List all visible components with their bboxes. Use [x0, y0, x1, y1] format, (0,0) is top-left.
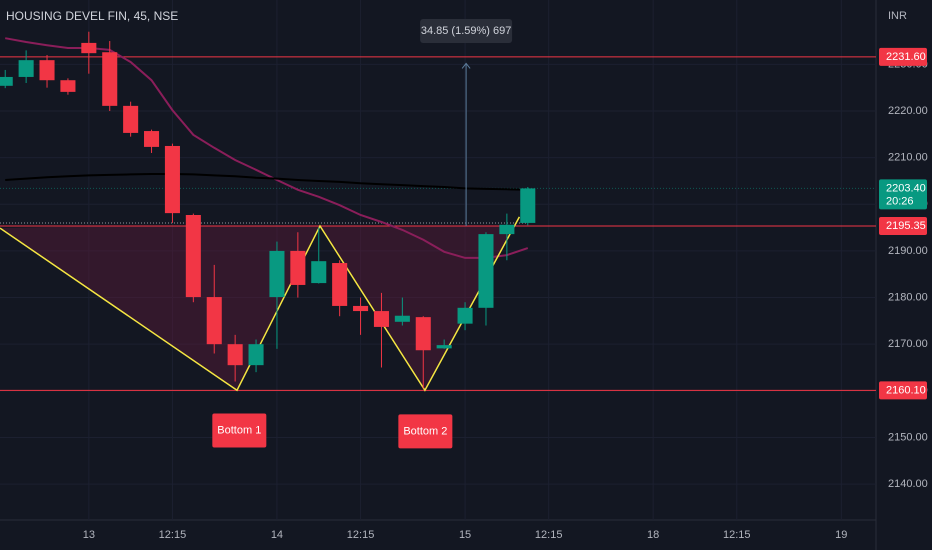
pattern-line: [0, 216, 521, 392]
y-tick-label: 2180.00: [888, 291, 928, 303]
candle-body: [185, 214, 201, 298]
measure-label: 34.85 (1.59%) 697: [421, 25, 512, 37]
x-tick-label: 19: [835, 529, 847, 541]
x-tick-label: 12:15: [535, 529, 563, 541]
annotation-box: [212, 413, 267, 448]
candle-body: [373, 311, 389, 327]
x-tick-label: 12:15: [159, 529, 187, 541]
candle-body: [39, 60, 55, 81]
measure-arrow: [461, 62, 471, 69]
candle-body: [499, 224, 515, 235]
candle-body: [478, 234, 494, 308]
candle-body: [311, 261, 327, 284]
candle-body: [269, 250, 285, 298]
candle-body: [164, 145, 180, 214]
candle-body: [248, 344, 264, 366]
x-tick-label: 12:15: [347, 529, 375, 541]
price-tag-label: 2160.10: [886, 384, 926, 396]
price-tag-label: 2195.35: [886, 220, 926, 232]
candle-body: [60, 80, 76, 92]
annotation-text: Bottom 2: [403, 425, 447, 437]
y-tick-label: 2140.00: [888, 478, 928, 490]
candle-body: [144, 131, 160, 147]
candle-body: [0, 76, 13, 86]
candle-body: [206, 297, 222, 345]
currency: INR: [888, 10, 907, 22]
price-tag: [879, 216, 927, 235]
candle-body: [415, 317, 431, 351]
candle-body: [394, 315, 410, 322]
x-tick-label: 13: [83, 529, 95, 541]
candle-body: [290, 250, 306, 285]
candle-body: [436, 345, 452, 349]
x-tick-label: 12:15: [723, 529, 751, 541]
annotation-text: Bottom 1: [217, 424, 261, 436]
y-tick-label: 2170.00: [888, 338, 928, 350]
x-tick-label: 14: [271, 529, 283, 541]
price-tag-label: 2231.60: [886, 51, 926, 63]
last-price-label: 2203.40: [886, 182, 926, 194]
y-tick-label: 2150.00: [888, 431, 928, 443]
y-tick-label: 2190.00: [888, 245, 928, 257]
price-tag: [879, 47, 927, 66]
measure-box: [420, 19, 513, 43]
candle-body: [353, 305, 369, 312]
chart-title: HOUSING DEVEL FIN, 45, NSE: [6, 9, 178, 23]
y-tick-label: 2210.00: [888, 152, 928, 164]
last-price-tag: [879, 179, 927, 210]
annotation-box: [398, 414, 453, 449]
candle-body: [102, 52, 118, 106]
countdown: 20:26: [886, 195, 914, 207]
y-tick-label: 2220.00: [888, 105, 928, 117]
moving-average: [5, 173, 528, 191]
candle-body: [123, 105, 139, 133]
candle-body: [457, 307, 473, 324]
x-tick-label: 18: [647, 529, 659, 541]
candle-body: [18, 60, 34, 77]
pattern-area: [0, 225, 515, 391]
candle-body: [81, 42, 97, 54]
candle-body: [227, 344, 243, 366]
price-tag: [879, 381, 927, 400]
candle-body: [520, 188, 536, 223]
x-tick-label: 15: [459, 529, 471, 541]
candle-body: [332, 263, 348, 306]
